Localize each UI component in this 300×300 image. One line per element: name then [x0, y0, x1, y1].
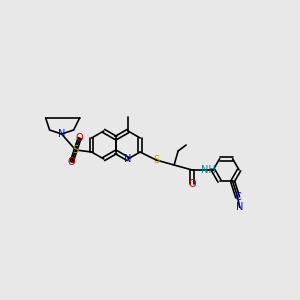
Text: O: O [188, 179, 196, 189]
Text: S: S [153, 155, 159, 165]
Text: N: N [58, 129, 65, 139]
Text: S: S [73, 145, 79, 155]
Text: NH: NH [201, 165, 215, 175]
Text: N: N [124, 154, 132, 164]
Text: N: N [236, 202, 243, 212]
Text: O: O [76, 133, 83, 143]
Text: O: O [68, 157, 75, 167]
Text: C: C [234, 192, 241, 202]
